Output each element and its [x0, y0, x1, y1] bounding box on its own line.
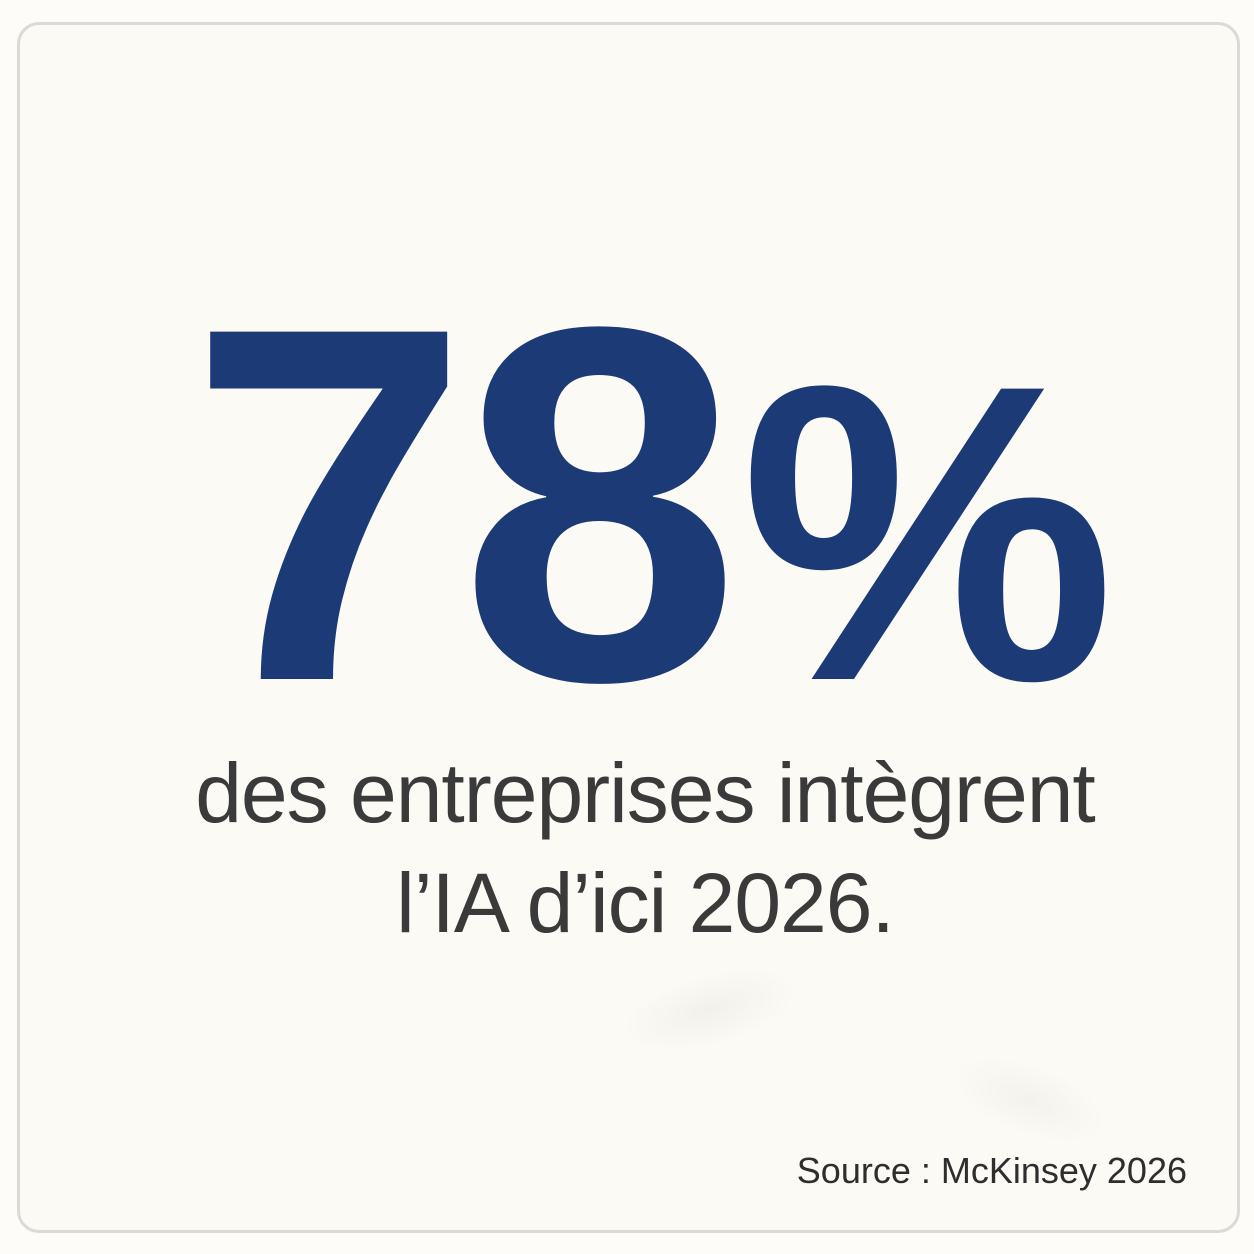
stat-headline: 78%	[25, 253, 1254, 758]
stat-description-line1: des entreprises intègrent	[195, 746, 1096, 840]
stat-card	[17, 22, 1240, 1233]
stat-value: 78	[188, 223, 741, 787]
source-attribution: Source : McKinsey 2026	[796, 1150, 1187, 1191]
stat-description-line2: l’IA d’ici 2026.	[396, 856, 895, 950]
stat-description: des entreprises intègrent l’IA d’ici 202…	[18, 738, 1254, 958]
percent-sign: %	[740, 298, 1116, 769]
background-smudge	[614, 952, 806, 1068]
background-smudge	[942, 1039, 1118, 1161]
